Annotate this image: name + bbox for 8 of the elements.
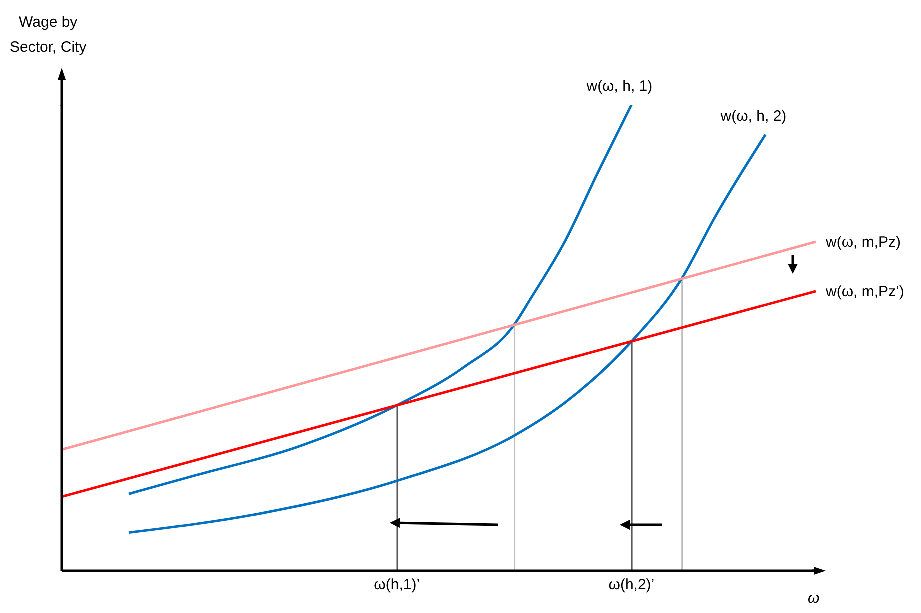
x-axis-title: ω (808, 590, 820, 607)
series-label: w(ω, m,Pz) (825, 234, 902, 252)
x-tick-label: ω(h,1)’ (374, 576, 420, 594)
y-axis-title: Wage by Sector, City (10, 13, 87, 58)
series-label: w(ω, h, 2) (720, 108, 787, 125)
series-label: w(ω, h, 1) (586, 78, 653, 95)
series-label: w(ω, m,Pz’) (825, 283, 904, 300)
x-tick-label: ω(h,2)’ (608, 576, 655, 594)
